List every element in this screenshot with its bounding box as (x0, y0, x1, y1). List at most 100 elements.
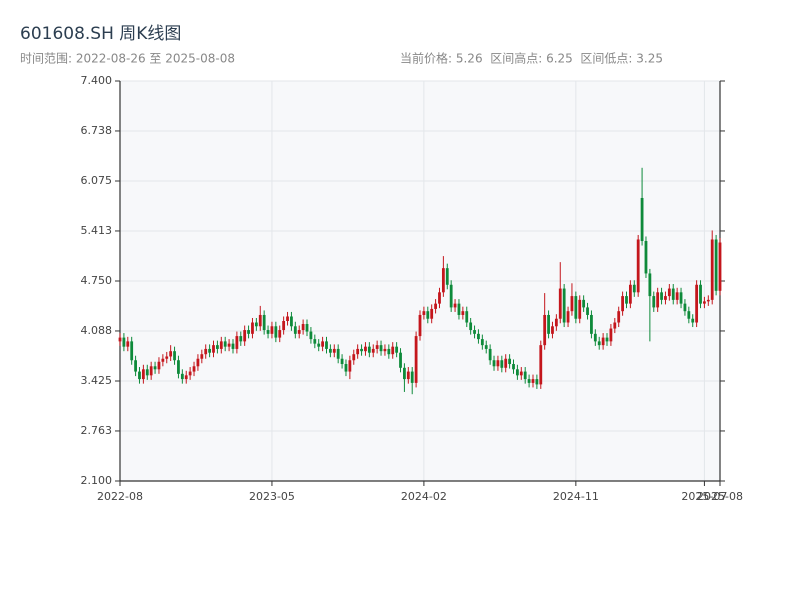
candle-body (375, 345, 379, 349)
y-tick-label: 2.100 (81, 474, 113, 487)
candle-body (465, 311, 469, 323)
subtitle: 时间范围: 2022-08-26 至 2025-08-08 (20, 52, 235, 66)
candle-body (477, 333, 480, 340)
stats: 当前价格: 5.26 区间高点: 6.25 区间低点: 3.25 (400, 51, 663, 66)
y-tick-label: 4.750 (81, 274, 113, 287)
candle-body (204, 348, 208, 355)
candle-body (301, 324, 305, 331)
candle-body (590, 314, 593, 334)
candle-body (188, 371, 192, 376)
y-tick-label: 6.738 (81, 124, 113, 137)
candle-body (360, 348, 363, 352)
candle-body (352, 354, 356, 361)
candle-body (500, 360, 504, 368)
candle-body (227, 343, 231, 347)
candle-body (278, 330, 282, 338)
candle-body (422, 311, 426, 315)
candle-body (391, 346, 395, 355)
candle-body (336, 348, 340, 359)
candle-body (593, 333, 597, 342)
candle-body (434, 303, 437, 309)
candle-body (710, 239, 714, 300)
candle-body (504, 358, 508, 368)
candle-body (173, 351, 176, 361)
y-tick-label: 4.088 (81, 324, 113, 337)
candle-body (430, 308, 434, 319)
candle-body (531, 379, 535, 383)
x-tick-label: 2025-07 (681, 490, 727, 503)
candle-body (508, 358, 512, 365)
candle-body (321, 341, 324, 347)
candle-body (714, 239, 718, 291)
candle-body (399, 352, 402, 368)
candle-body (118, 337, 122, 342)
candle-body (219, 341, 223, 349)
candle-body (445, 268, 449, 285)
candle-body (130, 341, 134, 361)
candle-body (578, 299, 582, 319)
candle-body (414, 336, 418, 383)
candle-body (457, 303, 461, 315)
candle-body (512, 364, 515, 370)
candle-body (177, 360, 180, 374)
candle-body (243, 330, 247, 342)
candle-body (488, 348, 492, 361)
candle-body (313, 339, 317, 344)
candle-body (344, 364, 348, 372)
candle-body (718, 242, 722, 291)
candle-body (562, 288, 566, 323)
candle-body (266, 330, 270, 334)
candle-body (605, 337, 609, 342)
candle-body (527, 379, 531, 383)
candle-body (403, 367, 406, 380)
y-tick-label: 7.400 (81, 74, 113, 87)
candle-body (644, 241, 648, 274)
candle-body (208, 348, 212, 353)
candle-body (683, 303, 687, 312)
x-tick-label: 2024-02 (401, 490, 447, 503)
candle-body (309, 331, 313, 340)
candle-body (699, 284, 702, 304)
candle-body (410, 371, 414, 383)
candle-body (364, 346, 367, 352)
candle-body (270, 326, 274, 334)
candle-body (212, 345, 215, 353)
candle-body (609, 328, 613, 342)
candle-body (461, 311, 465, 315)
candle-body (180, 373, 184, 380)
candle-body (574, 296, 578, 319)
candle-body (660, 292, 663, 300)
candle-body (332, 348, 336, 353)
candle-body (551, 326, 554, 334)
candle-body (597, 341, 601, 346)
candle-body (290, 316, 293, 327)
candle-body (516, 369, 519, 376)
candle-body (328, 348, 332, 353)
candle-body (648, 273, 652, 297)
candle-body (161, 358, 165, 362)
candle-body (441, 268, 445, 293)
candle-body (469, 322, 473, 331)
candle-body (235, 336, 239, 349)
candle-body (496, 360, 500, 367)
candle-body (543, 314, 547, 346)
candle-body (691, 318, 695, 323)
candle-body (570, 296, 574, 312)
candle-body (200, 354, 204, 359)
candle-body (582, 299, 586, 308)
candle-body (539, 345, 543, 385)
candle-body (418, 314, 422, 337)
candle-body (492, 360, 496, 367)
candle-body (664, 296, 667, 300)
candle-body (632, 284, 636, 293)
candle-body (640, 197, 644, 241)
candle-body (628, 284, 632, 304)
candle-body (586, 307, 589, 315)
candle-body (254, 322, 258, 327)
candle-body (636, 239, 640, 293)
candle-body (258, 314, 262, 327)
candle-body (274, 326, 278, 338)
candle-body (617, 311, 621, 323)
candle-body (621, 296, 624, 312)
candle-body (667, 288, 671, 297)
